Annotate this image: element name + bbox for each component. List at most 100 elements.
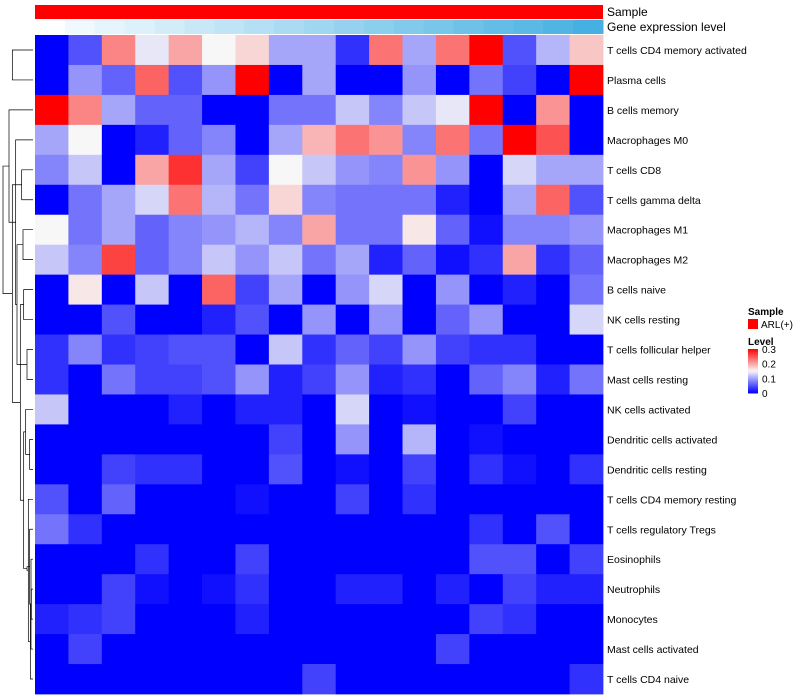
heatmap-cell	[101, 634, 136, 665]
heatmap-cell	[536, 64, 570, 96]
heatmap-cell	[135, 364, 170, 395]
heatmap-cell	[469, 124, 504, 156]
heatmap-cell	[168, 634, 203, 665]
heatmap-cell	[68, 304, 103, 335]
heatmap-cell	[402, 244, 437, 276]
heatmap-cell	[168, 514, 203, 545]
heatmap-cell	[35, 124, 69, 156]
heatmap-cell	[135, 124, 170, 156]
row-label: Macrophages M2	[607, 255, 688, 267]
legend-ramp-step	[748, 369, 758, 372]
expression-track-segment	[513, 20, 544, 34]
heatmap-cell	[35, 94, 69, 126]
heatmap-cell	[302, 574, 337, 605]
legend-ramp-step	[748, 359, 758, 362]
heatmap-cell	[469, 484, 504, 515]
heatmap-cell	[302, 214, 337, 246]
heatmap-cell	[101, 454, 136, 485]
heatmap-cell	[536, 274, 570, 305]
row-label: B cells memory	[607, 105, 680, 117]
heatmap-cell	[101, 304, 136, 335]
legend-level-title: Level	[748, 337, 774, 348]
heatmap-cell	[369, 94, 403, 126]
legend-tick-label: 0.3	[762, 345, 776, 356]
heatmap-cell	[569, 304, 604, 335]
legend-ramp-step	[748, 349, 758, 351]
heatmap-cell	[268, 424, 303, 455]
heatmap-cell	[68, 664, 103, 695]
heatmap-cell	[35, 304, 69, 335]
heatmap-cell	[302, 94, 337, 126]
heatmap-cell	[101, 274, 136, 305]
legend-ramp-step	[748, 375, 758, 378]
row-label: Dendritic cells activated	[607, 434, 717, 446]
heatmap-cell	[35, 274, 69, 305]
heatmap-cell	[68, 184, 103, 216]
expression-track-segment	[94, 20, 126, 34]
heatmap-cell	[35, 604, 69, 635]
heatmap-cell	[168, 574, 203, 605]
heatmap-cell	[402, 94, 437, 126]
heatmap-cell	[168, 214, 203, 246]
row-label: Macrophages M0	[607, 135, 688, 147]
heatmap-cell	[469, 664, 504, 695]
heatmap-cell	[68, 64, 103, 96]
heatmap-cell	[235, 664, 270, 695]
heatmap-cell	[369, 244, 403, 276]
legend-ramp-step	[748, 376, 758, 379]
legend-ramp-step	[748, 388, 758, 391]
row-label: T cells CD4 naive	[607, 674, 689, 686]
heatmap-cell	[101, 94, 136, 126]
row-label: T cells CD4 memory activated	[607, 45, 747, 57]
heatmap-cell	[302, 35, 337, 66]
heatmap-cell	[235, 424, 270, 455]
heatmap-cell	[101, 544, 136, 575]
expression-track-segment	[483, 20, 514, 34]
heatmap-cell	[135, 184, 170, 216]
heatmap-cell	[536, 634, 570, 665]
heatmap-cell	[235, 604, 270, 635]
heatmap-cell	[202, 154, 236, 186]
heatmap-cell	[435, 514, 470, 545]
expression-track-label: Gene expression level	[607, 20, 726, 34]
heatmap-cell	[268, 664, 303, 695]
legend-ramp-step	[748, 368, 758, 371]
row-label: Mast cells activated	[607, 644, 699, 656]
heatmap-cell	[235, 94, 270, 126]
heatmap-cell	[35, 484, 69, 515]
heatmap-cell	[402, 454, 437, 485]
heatmap-cell	[135, 634, 170, 665]
heatmap-cell	[135, 154, 170, 186]
heatmap-cell	[168, 544, 203, 575]
heatmap-cell	[135, 514, 170, 545]
row-label: Mast cells resting	[607, 374, 688, 386]
row-label: Macrophages M1	[607, 225, 688, 237]
heatmap-cell	[235, 454, 270, 485]
heatmap-cell	[235, 484, 270, 515]
heatmap-cell	[335, 604, 370, 635]
heatmap-cell	[35, 634, 69, 665]
heatmap-cell	[235, 514, 270, 545]
heatmap-cell	[402, 394, 437, 425]
heatmap-cell	[168, 484, 203, 515]
heatmap-cell	[335, 484, 370, 515]
heatmap-cell	[168, 394, 203, 425]
heatmap-cell	[68, 154, 103, 186]
row-label: T cells CD4 memory resting	[607, 494, 736, 506]
heatmap-cell	[569, 124, 604, 156]
heatmap-cell	[369, 514, 403, 545]
heatmap-cell	[302, 124, 337, 156]
heatmap-cell	[335, 154, 370, 186]
expression-track-segment	[573, 20, 604, 34]
heatmap-cell	[369, 544, 403, 575]
legend-ramp-step	[748, 353, 758, 356]
heatmap-cell	[402, 214, 437, 246]
legend-ramp-step	[748, 378, 758, 381]
expression-track-segment	[64, 20, 96, 34]
heatmap-cell	[268, 514, 303, 545]
heatmap-cell	[68, 424, 103, 455]
row-label: NK cells resting	[607, 315, 680, 327]
heatmap-cell	[569, 184, 604, 216]
dendrogram-branch	[21, 169, 33, 201]
dendrogram-branch	[23, 289, 33, 320]
